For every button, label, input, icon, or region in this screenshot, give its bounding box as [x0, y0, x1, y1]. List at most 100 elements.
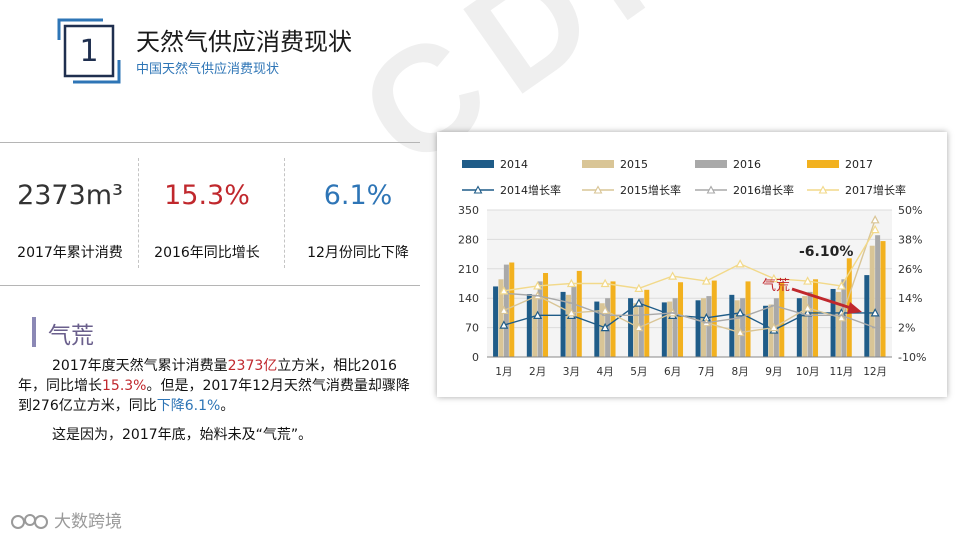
bar-2015 [532, 294, 538, 357]
point-2017增长率 [836, 281, 846, 290]
bar-2017 [678, 282, 684, 357]
legend-label: 2015 [620, 158, 648, 171]
stat-label: 2016年同比增长 [154, 245, 260, 261]
point-2017增长率 [634, 283, 644, 292]
point-2017增长率 [600, 278, 610, 288]
x-tick-label: 4月 [597, 366, 614, 378]
legend-label: 2014 [500, 158, 528, 171]
y-right-tick-label: 14% [898, 292, 922, 305]
y-left-tick-label: 210 [458, 263, 479, 276]
divider-dashed [284, 158, 285, 268]
y-left-tick-label: 70 [465, 322, 479, 335]
legend-label: 2016 [733, 158, 761, 171]
bar-2015 [802, 296, 808, 357]
legend-label: 2014增长率 [500, 183, 561, 197]
line-2016增长率 [503, 292, 876, 329]
point-2017增长率 [735, 259, 745, 268]
bar-2017 [880, 241, 886, 357]
stat-value: 6.1% [323, 180, 393, 211]
bar-2016 [875, 235, 881, 357]
point-2015增长率 [566, 308, 576, 317]
bar-2017 [779, 282, 785, 357]
bar-2016 [537, 281, 543, 357]
bar-2017 [576, 270, 582, 357]
point-2017增长率 [870, 224, 880, 234]
y-right-tick-label: 38% [898, 233, 922, 246]
point-2014增长率 [600, 322, 610, 332]
point-2014增长率 [533, 310, 543, 319]
page-title: 天然气供应消费现状 [136, 28, 352, 56]
bar-2017 [813, 279, 819, 357]
bar-2014 [661, 302, 667, 357]
legend-swatch-2015 [582, 160, 614, 168]
highlight-total: 2373亿 [227, 358, 278, 374]
point-2015增长率 [600, 305, 610, 315]
x-tick-label: 7月 [698, 366, 715, 378]
point-2014增长率 [735, 308, 745, 317]
y-left-tick-label: 140 [458, 292, 479, 305]
point-2017增长率 [499, 286, 509, 295]
legend-label: 2017 [845, 158, 873, 171]
bar-2014 [560, 291, 566, 357]
annotation-gas-shortage: 气荒 [762, 278, 790, 294]
legend-label: 2016增长率 [733, 183, 794, 197]
point-2015增长率 [499, 305, 509, 315]
legend-marker [473, 185, 483, 194]
legend-marker [818, 185, 828, 194]
gas-consumption-chart: 0 -10% 70 2% 140 14% 210 26% 280 38% 350 50% 1月 2月 3月 4… [437, 132, 947, 397]
point-2014增长率 [634, 298, 644, 307]
point-2015增长率 [634, 322, 644, 332]
bar-2015 [835, 291, 841, 357]
chart-svg: 0 -10% 70 2% 140 14% 210 26% 280 38% 350 50% 1月 2月 3月 4… [458, 158, 926, 378]
point-2017增长率 [803, 276, 813, 285]
paragraph-main: 2017年度天然气累计消费量2373亿立方米，相比2016年，同比增长15.3%… [18, 358, 410, 414]
paragraph-reason: 这是因为，2017年底，始料未及“气荒”。 [52, 427, 313, 443]
point-2015增长率 [769, 322, 779, 332]
logo-text: 大数跨境 [54, 512, 122, 532]
y-left-tick-label: 0 [472, 351, 479, 364]
point-2017增长率 [566, 278, 576, 288]
bar-2014 [695, 300, 701, 357]
stat-label: 2017年累计消费 [17, 245, 123, 261]
y-right-tick-label: 2% [898, 322, 915, 335]
stat-value: 2373m³ [17, 180, 123, 211]
bar-2016 [571, 286, 577, 357]
point-2017增长率 [668, 271, 678, 280]
y-right-tick-label: -10% [898, 351, 926, 364]
y-right-tick-label: 50% [898, 204, 922, 217]
x-tick-label: 12月 [863, 366, 887, 378]
bar-2015 [869, 245, 875, 357]
section-number: 1 [79, 34, 99, 69]
line-2017增长率 [503, 229, 876, 292]
bar-2014 [796, 298, 802, 357]
bar-2014 [763, 305, 769, 357]
point-2017增长率 [701, 276, 711, 285]
section-accent-bar [32, 317, 36, 347]
x-tick-label: 6月 [664, 366, 681, 378]
annotation-decline: -6.10% [799, 244, 853, 260]
bar-2017 [711, 280, 717, 357]
y-left-tick-label: 280 [458, 233, 479, 246]
point-2015增长率 [803, 303, 813, 312]
highlight-growth: 15.3% [102, 378, 147, 394]
divider-bottom [0, 285, 420, 286]
x-tick-label: 11月 [829, 366, 853, 378]
y-right-tick-label: 26% [898, 263, 922, 276]
divider-dashed [138, 158, 139, 268]
bar-2015 [667, 301, 673, 357]
point-2017增长率 [769, 273, 779, 283]
stat-december-decline: 6.1% 12月份同比下降 [288, 176, 428, 262]
bar-2017 [610, 281, 616, 357]
bar-2017 [509, 262, 515, 357]
bar-2014 [830, 288, 836, 357]
x-tick-label: 9月 [765, 366, 782, 378]
divider-top [0, 142, 420, 143]
bracket-frame-icon [57, 18, 121, 84]
highlight-decline: 下降6.1% [156, 398, 221, 414]
legend-swatch-2017 [807, 160, 839, 168]
point-2015增长率 [870, 215, 880, 224]
annotation-arrow-shaft [791, 287, 855, 311]
bar-2014 [729, 294, 735, 357]
point-2014增长率 [870, 308, 880, 317]
bar-2014 [628, 298, 634, 357]
